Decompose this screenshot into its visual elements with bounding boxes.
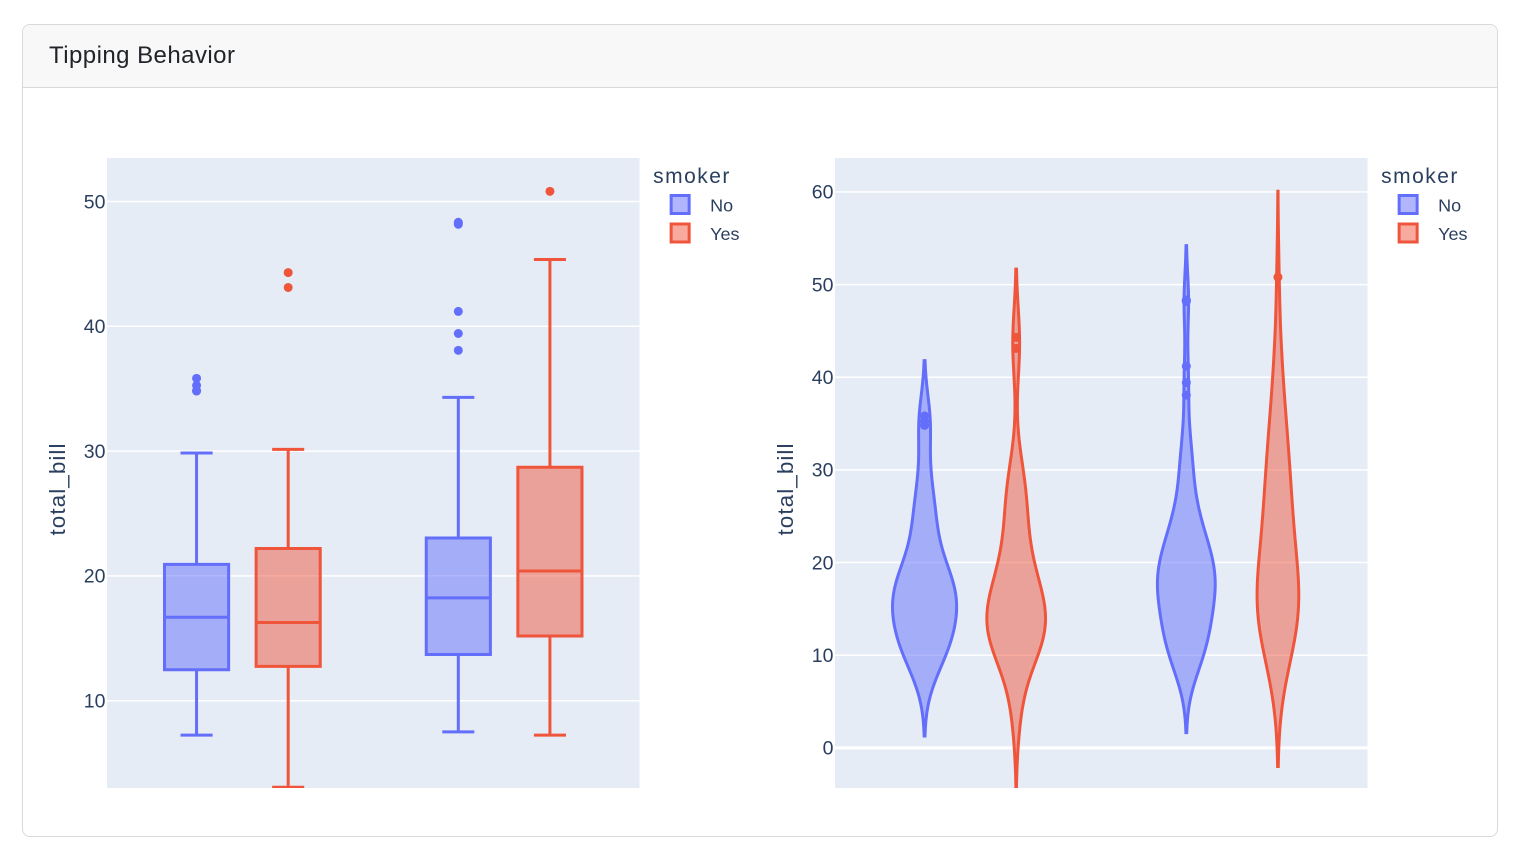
svg-text:30: 30: [83, 440, 105, 462]
svg-text:0: 0: [822, 737, 833, 759]
svg-text:40: 40: [83, 316, 105, 338]
svg-text:No: No: [1438, 195, 1461, 215]
svg-text:No: No: [710, 195, 733, 215]
svg-text:50: 50: [83, 191, 105, 213]
svg-text:60: 60: [811, 181, 833, 203]
svg-text:50: 50: [811, 274, 833, 296]
svg-text:20: 20: [811, 552, 833, 574]
svg-text:10: 10: [83, 690, 105, 712]
svg-text:total_bill: total_bill: [44, 442, 69, 535]
svg-text:10: 10: [811, 645, 833, 667]
svg-text:total_bill: total_bill: [772, 442, 797, 535]
svg-text:smoker: smoker: [653, 164, 731, 187]
svg-text:smoker: smoker: [1381, 164, 1459, 187]
svg-text:40: 40: [811, 367, 833, 389]
svg-text:20: 20: [83, 565, 105, 587]
svg-text:Yes: Yes: [710, 224, 739, 244]
svg-text:Yes: Yes: [1438, 224, 1467, 244]
svg-text:30: 30: [811, 459, 833, 481]
